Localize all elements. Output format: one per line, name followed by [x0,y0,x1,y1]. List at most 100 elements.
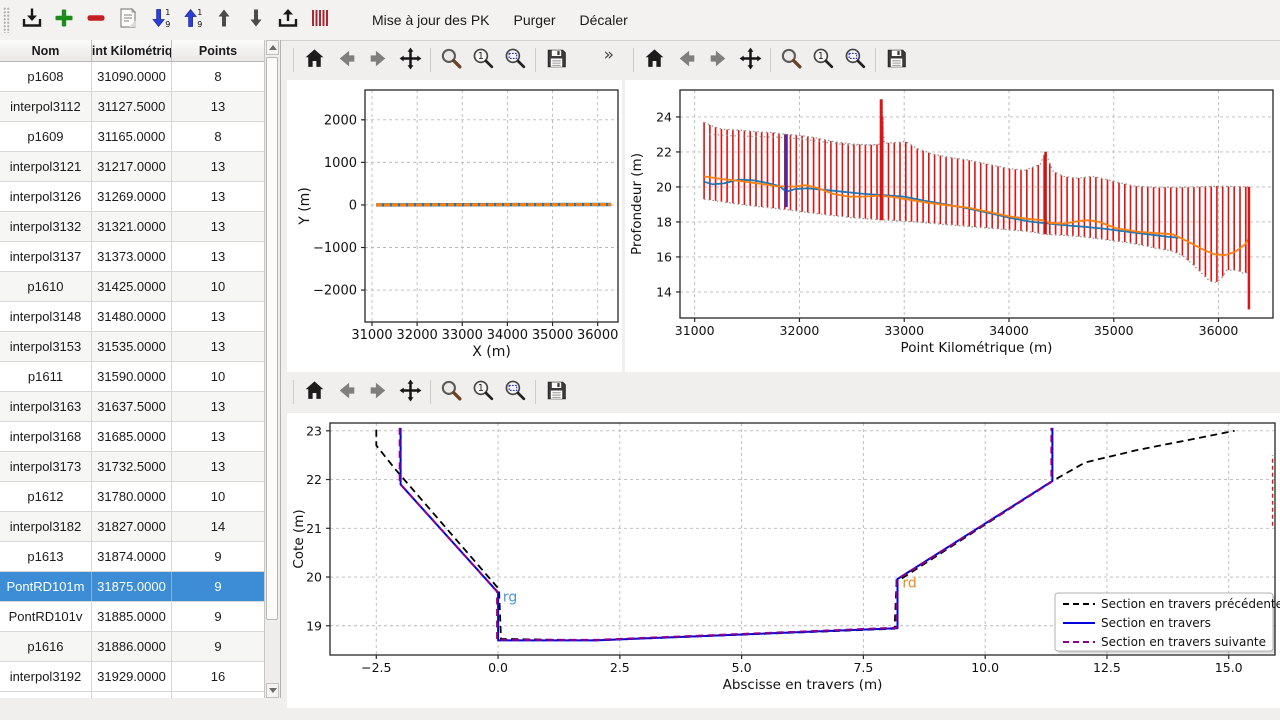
zoom-button[interactable] [436,377,466,407]
table-row[interactable]: PontRD101v 31885.0000 9 [0,602,265,632]
cell-points: 13 [172,392,265,421]
forward-button[interactable] [363,45,393,75]
scroll-up-button[interactable] [266,40,279,55]
table-row[interactable]: PontRD101m 31875.0000 9 [0,572,265,602]
back-button[interactable] [331,45,361,75]
trace-plot-canvas[interactable]: 31000 32000 33000 34000 35000 36000 −2000 −1000… [287,80,622,372]
save-button[interactable] [881,45,911,75]
cell-points: 13 [172,332,265,361]
table-row[interactable]: interpol3132 31321.0000 13 [0,212,265,242]
forward-button[interactable] [363,377,393,407]
home-button[interactable] [639,45,669,75]
svg-text:10.0: 10.0 [971,660,999,675]
notes-button[interactable] [113,5,143,35]
save-icon [544,378,569,406]
cell-nom: PontRD101m [0,572,92,601]
column-header-pk[interactable]: Point Kilométrique [92,40,173,61]
cell-nom: interpol3148 [0,302,92,331]
table-row[interactable]: p1609 31165.0000 8 [0,122,265,152]
toolbar-overflow-button[interactable]: » [598,44,620,66]
sections-button[interactable] [305,5,335,35]
shift-button[interactable]: Décaler [571,6,637,34]
zoom-one-button[interactable]: 1 [808,45,838,75]
toolbar-grip[interactable] [3,7,10,33]
table-row[interactable]: interpol3182 31827.0000 14 [0,512,265,542]
pan-button[interactable] [735,45,765,75]
cell-pk: 31886.0000 [92,632,173,661]
toolbar-separator [430,48,431,72]
zoom-rect-button[interactable] [840,45,870,75]
table-row[interactable]: p1610 31425.0000 10 [0,272,265,302]
remove-button[interactable] [81,5,111,35]
svg-text:20: 20 [306,570,322,585]
zoom-one-button[interactable]: 1 [468,45,498,75]
scroll-down-button[interactable] [266,683,279,698]
cell-points: 13 [172,182,265,211]
svg-text:9: 9 [165,20,170,29]
profile-plot-canvas[interactable]: 31000 32000 33000 34000 35000 36000 14 16 18 20 22… [625,80,1280,372]
zoom-one-button[interactable]: 1 [468,377,498,407]
purge-button[interactable]: Purger [505,6,565,34]
section-plot-figure[interactable]: −2.5 0.0 2.5 5.0 7.5 10.0 12.5 15.0 19 20 21 22 23 Ab… [287,413,1280,708]
table-row[interactable]: interpol3173 31732.5000 13 [0,452,265,482]
table-scrollbar[interactable] [264,40,280,698]
zoom-rect-button[interactable] [500,377,530,407]
table-row[interactable]: interpol3163 31637.5000 13 [0,392,265,422]
table-row[interactable]: p1616 31886.0000 9 [0,632,265,662]
section-plot-canvas[interactable]: −2.5 0.0 2.5 5.0 7.5 10.0 12.5 15.0 19 20 21 22 23 Ab… [287,413,1280,708]
forward-button[interactable] [703,45,733,75]
pan-button[interactable] [395,45,425,75]
cell-nom: interpol3173 [0,452,92,481]
cell-pk: 31780.0000 [92,482,173,511]
home-button[interactable] [299,45,329,75]
save-button[interactable] [541,377,571,407]
scrollbar-thumb[interactable] [266,57,278,620]
column-header-nom[interactable]: Nom [0,40,92,61]
column-header-points[interactable]: Points [172,40,265,61]
table-row[interactable]: interpol3148 31480.0000 13 [0,302,265,332]
profile-plot-figure[interactable]: 31000 32000 33000 34000 35000 36000 14 16 18 20 22… [625,80,1280,372]
table-row[interactable]: interpol3121 31217.0000 13 [0,152,265,182]
back-button[interactable] [671,45,701,75]
series-enveloppe-haute [703,98,1249,188]
table-row[interactable]: interpol3112 31127.5000 13 [0,92,265,122]
table-row[interactable]: interpol3126 31269.0000 13 [0,182,265,212]
pan-button[interactable] [395,377,425,407]
cell-points: 13 [172,242,265,271]
table-row[interactable]: p1608 31090.0000 8 [0,62,265,92]
move-down-button[interactable] [241,5,271,35]
import-button[interactable] [17,5,47,35]
cell-nom: p1613 [0,542,92,571]
svg-text:0: 0 [349,198,357,213]
table-row[interactable]: p1613 31874.0000 9 [0,542,265,572]
add-button[interactable] [49,5,79,35]
zoom-button[interactable] [436,45,466,75]
trace-plot-figure[interactable]: 31000 32000 33000 34000 35000 36000 −2000 −1000… [287,80,622,372]
save-button[interactable] [541,45,571,75]
remove-icon [84,6,108,33]
zoom-button[interactable] [776,45,806,75]
table-row[interactable]: interpol3168 31685.0000 13 [0,422,265,452]
table-row[interactable]: p1612 31780.0000 10 [0,482,265,512]
move-down-icon [244,6,268,33]
move-up-button[interactable] [209,5,239,35]
svg-text:18: 18 [656,214,672,229]
table-row[interactable]: interpol3137 31373.0000 13 [0,242,265,272]
pan-icon [398,46,423,74]
svg-text:12.5: 12.5 [1093,660,1121,675]
cell-nom: interpol3182 [0,512,92,541]
zoom-rect-icon [503,46,528,74]
table-row[interactable]: p1611 31590.0000 10 [0,362,265,392]
zoom-rect-button[interactable] [500,45,530,75]
home-button[interactable] [299,377,329,407]
update-pk-button[interactable]: Mise à jour des PK [363,6,499,34]
table-row[interactable]: interpol3192 31929.0000 16 [0,662,265,692]
column-header-label: Points [198,43,238,58]
table-row[interactable]: interpol3153 31535.0000 13 [0,332,265,362]
export-button[interactable] [273,5,303,35]
back-button[interactable] [331,377,361,407]
